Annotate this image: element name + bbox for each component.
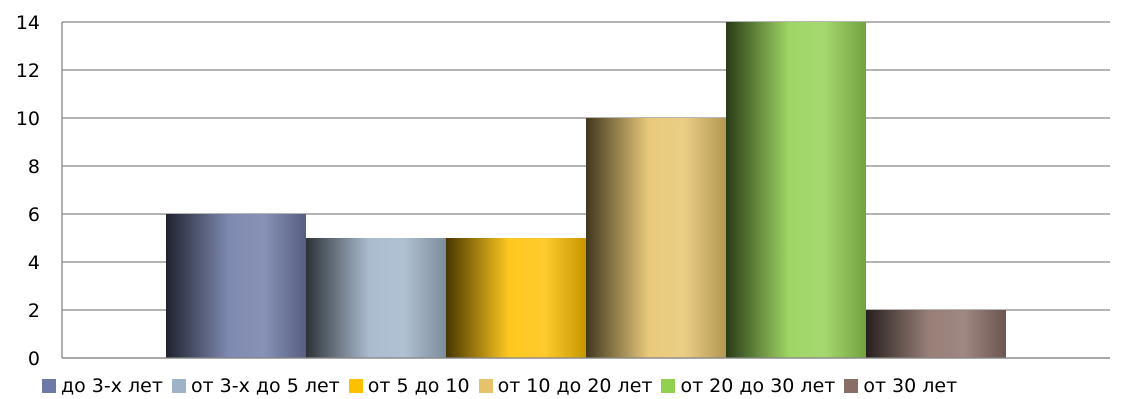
legend-item: от 30 лет [844,375,957,397]
bar [866,310,1006,358]
y-tick-label: 12 [16,60,40,82]
legend-item: до 3-х лет [42,375,163,397]
bar [166,214,306,358]
legend-swatch [478,379,493,393]
y-axis-ticks: 0 2 4 6 8 10 12 14 [16,12,40,370]
legend-swatch [171,379,186,393]
y-tick-label: 6 [28,204,40,226]
legend-label: от 10 до 20 лет [497,375,653,397]
legend-label: от 30 лет [863,375,958,397]
legend-swatch [844,379,859,393]
y-tick-label: 0 [28,348,40,370]
legend-swatch [348,379,363,393]
y-tick-label: 4 [28,252,40,274]
y-tick-label: 2 [28,300,40,322]
bars [166,22,1006,358]
bar [446,238,586,358]
y-tick-label: 8 [28,156,40,178]
y-tick-label: 10 [16,108,40,130]
legend-swatch [42,379,56,393]
bar [306,238,446,358]
legend-item: от 3-х до 5 лет [171,375,340,397]
legend-swatch [661,379,676,393]
bar [726,22,866,358]
legend-item: от 5 до 10 [348,375,470,397]
axes [61,22,1110,359]
legend-label: от 20 до 30 лет [680,375,836,397]
y-tick-label: 14 [16,12,40,34]
legend-label: от 5 до 10 [367,375,470,397]
chart-plot: 0 2 4 6 8 10 12 14 [16,12,1110,370]
legend-label: от 3-х до 5 лет [190,375,340,397]
bar [586,118,726,358]
legend-label: до 3-х лет [61,375,163,397]
legend-item: от 20 до 30 лет [661,375,835,397]
legend: до 3-х лет от 3-х до 5 лет от 5 до 10 от 10… [42,373,957,399]
legend-item: от 10 до 20 лет [478,375,653,397]
